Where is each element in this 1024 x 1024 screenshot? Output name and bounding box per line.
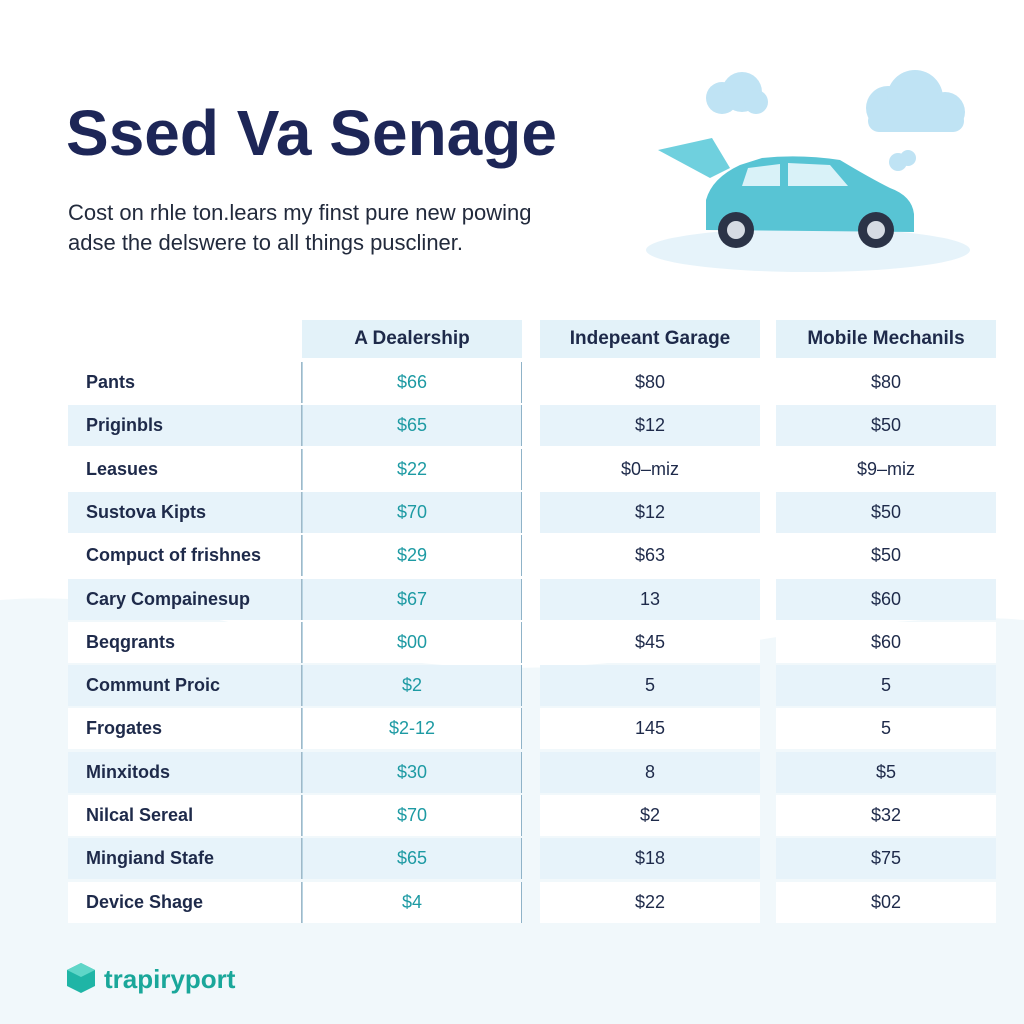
subtitle-line: adse the delswere to all things puscline… [68, 230, 464, 255]
column-header: Indepeant Garage [540, 320, 760, 358]
cell-value: $60 [776, 578, 996, 620]
column-header: A Dealership [302, 320, 522, 358]
cell-value: $50 [776, 535, 996, 577]
cell-value: $70 [302, 491, 522, 533]
cell-value: $30 [302, 751, 522, 793]
cell-value: $5 [776, 751, 996, 793]
cell-value: 5 [540, 665, 760, 707]
row-label: Nilcal Sereal [68, 795, 302, 836]
cell-value: $4 [302, 881, 522, 923]
cell-value: $70 [302, 795, 522, 836]
cell-value: $80 [776, 362, 996, 403]
row-label: Compuct of frishnes [68, 535, 302, 577]
cell-value: $65 [302, 838, 522, 880]
row-label: Minxitods [68, 751, 302, 793]
row-label: Cary Compainesup [68, 578, 302, 620]
cell-value: $67 [302, 578, 522, 620]
cell-value: $75 [776, 838, 996, 880]
row-label: Mingiand Stafe [68, 838, 302, 880]
row-label: Beqgrants [68, 621, 302, 663]
row-label: Pants [68, 362, 302, 403]
cell-value: $0–miz [540, 448, 760, 490]
cell-value: $18 [540, 838, 760, 880]
cell-value: $12 [540, 491, 760, 533]
title: Ssed Va Senage [66, 97, 557, 169]
cell-value: 5 [776, 708, 996, 750]
logo-icon [67, 963, 95, 993]
column-header: Mobile Mechanils [776, 320, 996, 358]
cell-value: $12 [540, 405, 760, 447]
row-label: Priginbls [68, 405, 302, 447]
cell-value: 8 [540, 751, 760, 793]
row-label: Device Shage [68, 881, 302, 923]
cell-value: $02 [776, 881, 996, 923]
cell-value: $65 [302, 405, 522, 447]
cell-value: $2 [302, 665, 522, 707]
cell-value: $63 [540, 535, 760, 577]
cell-value: $60 [776, 621, 996, 663]
cell-value: $45 [540, 621, 760, 663]
cell-value: 145 [540, 708, 760, 750]
cell-value: $2 [540, 795, 760, 836]
cell-value: $00 [302, 621, 522, 663]
row-label: Sustova Kipts [68, 491, 302, 533]
cell-value: $2-12 [302, 708, 522, 750]
cell-value: $29 [302, 535, 522, 577]
cell-value: 5 [776, 665, 996, 707]
cell-value: $32 [776, 795, 996, 836]
cell-value: 13 [540, 578, 760, 620]
cell-value: $22 [302, 448, 522, 490]
cell-value: $66 [302, 362, 522, 403]
cell-value: $50 [776, 405, 996, 447]
row-label: Frogates [68, 708, 302, 750]
row-label: Communt Proic [68, 665, 302, 707]
cell-value: $50 [776, 491, 996, 533]
cell-value: $9–miz [776, 448, 996, 490]
cell-value: $80 [540, 362, 760, 403]
cell-value: $22 [540, 881, 760, 923]
row-label: Leasues [68, 448, 302, 490]
subtitle-line: Cost on rhle ton.lears my finst pure new… [68, 200, 532, 225]
brand: trapiryport [104, 964, 236, 994]
